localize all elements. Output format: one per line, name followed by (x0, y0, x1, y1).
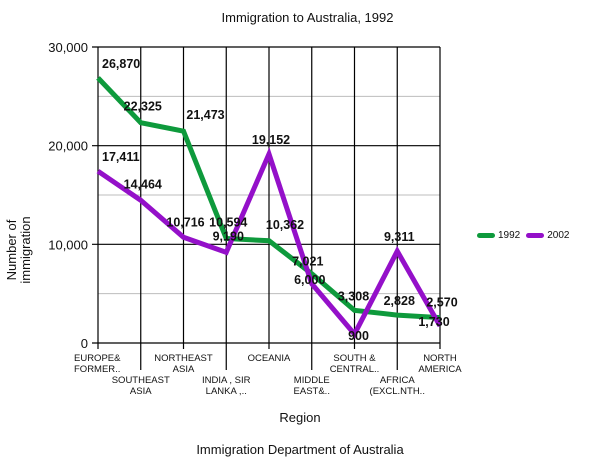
y-tick-label: 0 (81, 336, 88, 351)
series-line-2002 (96, 147, 443, 339)
x-tick-label: NORTH (423, 353, 457, 364)
data-label-2002: 14,464 (124, 177, 162, 191)
x-tick-label: ASIA (173, 364, 195, 375)
x-tick-label: MIDDLE (294, 375, 330, 386)
data-label-2002: 900 (348, 329, 369, 343)
data-label-1992: 26,870 (102, 57, 140, 71)
x-tick-label: ASIA (130, 386, 152, 397)
legend: 1992 2002 (477, 230, 576, 241)
data-label-1992: 21,473 (186, 108, 224, 122)
x-tick-label: NORTHEAST (154, 353, 213, 364)
x-tick-label: (EXCL.NTH.. (370, 386, 425, 397)
y-tick-label: 20,000 (48, 139, 88, 154)
data-label-1992: 10,362 (266, 218, 304, 232)
x-tick-label: CENTRAL.. (330, 364, 380, 375)
legend-swatch-1992 (477, 233, 495, 238)
legend-label-1992: 1992 (498, 230, 521, 241)
chart-title: Immigration to Australia, 1992 (221, 10, 394, 25)
legend-item-1992: 1992 (477, 230, 520, 241)
y-tick-label: 10,000 (48, 237, 88, 252)
data-label-1992: 7,021 (292, 255, 323, 269)
x-tick-label: LANKA ,.. (206, 386, 247, 397)
data-label-2002: 17,411 (102, 150, 140, 164)
y-tick-label: 30,000 (48, 40, 88, 55)
data-label-1992: 3,308 (338, 289, 369, 303)
data-label-1992: 10,594 (209, 215, 247, 229)
data-label-1992: 2,828 (384, 294, 415, 308)
x-tick-label: AMERICA (418, 364, 462, 375)
x-tick-label: EAST&.. (294, 386, 330, 397)
x-tick-label: SOUTHEAST (112, 375, 170, 386)
legend-item-2002: 2002 (526, 230, 570, 241)
x-tick-label: OCEANIA (248, 353, 291, 364)
data-label-1992: 2,570 (426, 296, 457, 310)
x-tick-label: INDIA , SIR (202, 375, 251, 386)
x-tick-label: AFRICA (380, 375, 416, 386)
chart-caption: Immigration Department of Australia (196, 442, 404, 457)
x-axis-label: Region (279, 410, 321, 425)
data-label-2002: 10,716 (166, 215, 204, 229)
series-line-1992 (96, 76, 441, 321)
legend-label-2002: 2002 (547, 230, 570, 241)
data-label-2002: 6,000 (294, 273, 325, 287)
data-label-1992: 22,325 (124, 100, 162, 114)
x-tick-label: FORMER.. (74, 364, 120, 375)
data-label-2002: 1,730 (418, 315, 449, 329)
data-label-2002: 19,152 (252, 133, 290, 147)
x-tick-label: EUROPE& (74, 353, 121, 364)
x-tick-label: SOUTH & (333, 353, 376, 364)
data-label-2002: 9,190 (213, 229, 244, 243)
legend-swatch-2002 (526, 233, 545, 238)
data-label-2002: 9,311 (384, 230, 415, 244)
